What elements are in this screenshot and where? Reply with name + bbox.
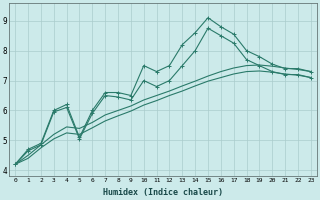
- X-axis label: Humidex (Indice chaleur): Humidex (Indice chaleur): [103, 188, 223, 197]
